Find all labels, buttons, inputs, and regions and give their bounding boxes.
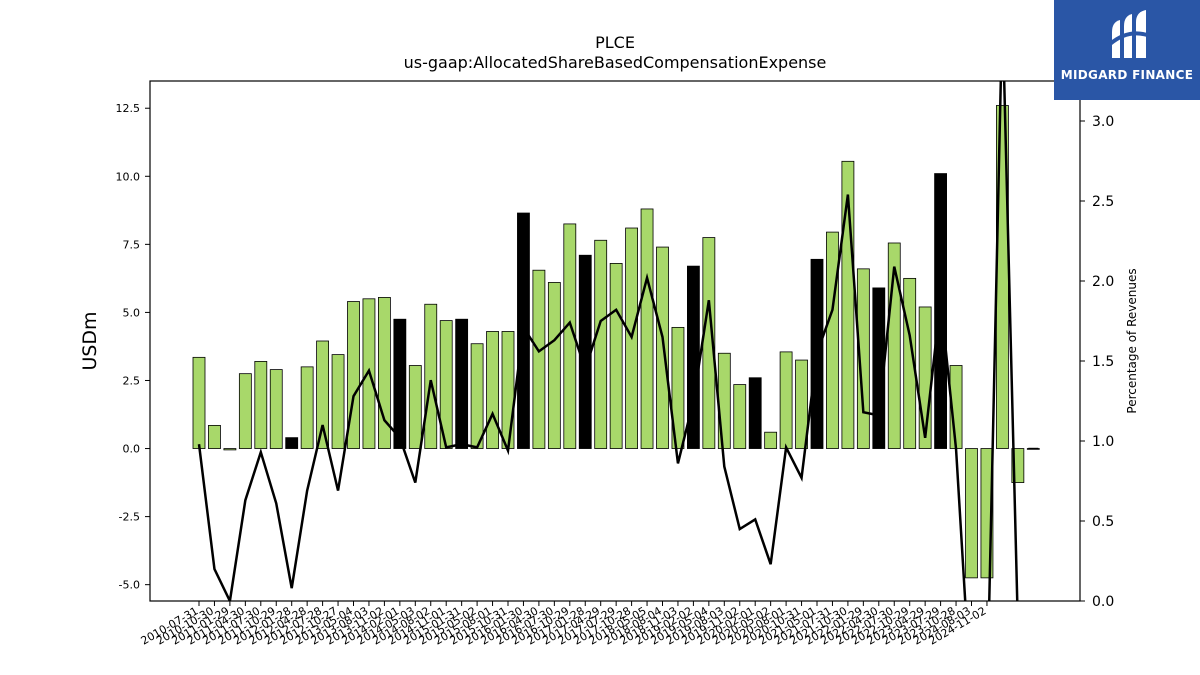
bar-17: [455, 318, 469, 449]
y-tick-label-0: -5.0: [119, 579, 140, 592]
y-tick-label-1: -2.5: [119, 511, 140, 524]
bar-29: [640, 208, 654, 449]
y2-axis-label: Percentage of Revenues: [1125, 268, 1139, 413]
y2-tick-label-0: 0.0: [1092, 594, 1114, 610]
bar-43: [856, 268, 870, 449]
bar-7: [300, 366, 314, 449]
y-tick-label-3: 2.5: [123, 374, 141, 387]
bar-38: [779, 351, 793, 449]
bar-1: [208, 424, 221, 449]
bar-3: [238, 373, 252, 449]
bar-37: [764, 431, 778, 449]
bar-24: [563, 223, 577, 449]
bar-23: [547, 282, 561, 449]
bar-13: [393, 318, 407, 449]
bar-30: [656, 246, 669, 449]
pct-line: [197, 81, 1019, 601]
y-tick-label-4: 5.0: [123, 306, 141, 319]
bar-22: [532, 269, 546, 449]
bar-19: [486, 331, 499, 449]
y2-tick-label-4: 2.0: [1092, 274, 1114, 290]
midgard-logo-icon: [1108, 10, 1151, 58]
bar-2: [223, 448, 237, 451]
y2-tick-label-6: 3.0: [1092, 114, 1114, 130]
bar-14: [408, 365, 422, 449]
chart-title: PLCE: [595, 33, 635, 52]
bar-50: [965, 448, 978, 579]
plot-frame: [149, 80, 1081, 602]
pct-line-group: [197, 81, 1039, 601]
y-tick-label-7: 12.5: [116, 102, 141, 115]
bar-39: [795, 359, 808, 449]
x-axis: 2010-07-312010-10-302011-01-292011-04-30…: [139, 601, 988, 648]
bar-41: [826, 231, 839, 449]
bar-5: [269, 369, 283, 449]
y-axis: -5.0 -2.5 0.0 2.5 5.0 7.5 10.0 12.5: [116, 102, 150, 592]
bar-8: [316, 340, 330, 449]
bar-6: [285, 437, 299, 449]
bar-20: [501, 331, 515, 449]
y-axis-label: USDm: [79, 311, 101, 370]
y-tick-label-5: 7.5: [123, 238, 141, 251]
bar-15: [424, 303, 438, 449]
bar-26: [594, 239, 608, 449]
y2-tick-label-3: 1.5: [1092, 354, 1114, 370]
bar-36: [748, 377, 762, 449]
bar-4: [254, 361, 268, 449]
y2-axis: 0.0 0.5 1.0 1.5 2.0 2.5 3.0: [1080, 114, 1114, 610]
y2-tick-label-1: 0.5: [1092, 514, 1114, 530]
y-tick-label-6: 10.0: [116, 170, 141, 183]
bar-18: [470, 343, 484, 449]
bar-35: [733, 384, 747, 449]
chart-subtitle: us-gaap:AllocatedShareBasedCompensationE…: [404, 53, 827, 72]
brand-logo-text: MIDGARD FINANCE: [1060, 68, 1194, 82]
bar-27: [609, 263, 623, 449]
bar-0: [192, 356, 206, 449]
bars-group: [192, 105, 1040, 579]
y-tick-label-2: 0.0: [123, 443, 141, 456]
bar-31: [671, 326, 685, 449]
bar-9: [331, 354, 345, 449]
brand-logo: MIDGARD FINANCE: [1054, 0, 1200, 100]
y2-tick-label-5: 2.5: [1092, 194, 1114, 210]
y2-tick-label-2: 1.0: [1092, 434, 1114, 450]
